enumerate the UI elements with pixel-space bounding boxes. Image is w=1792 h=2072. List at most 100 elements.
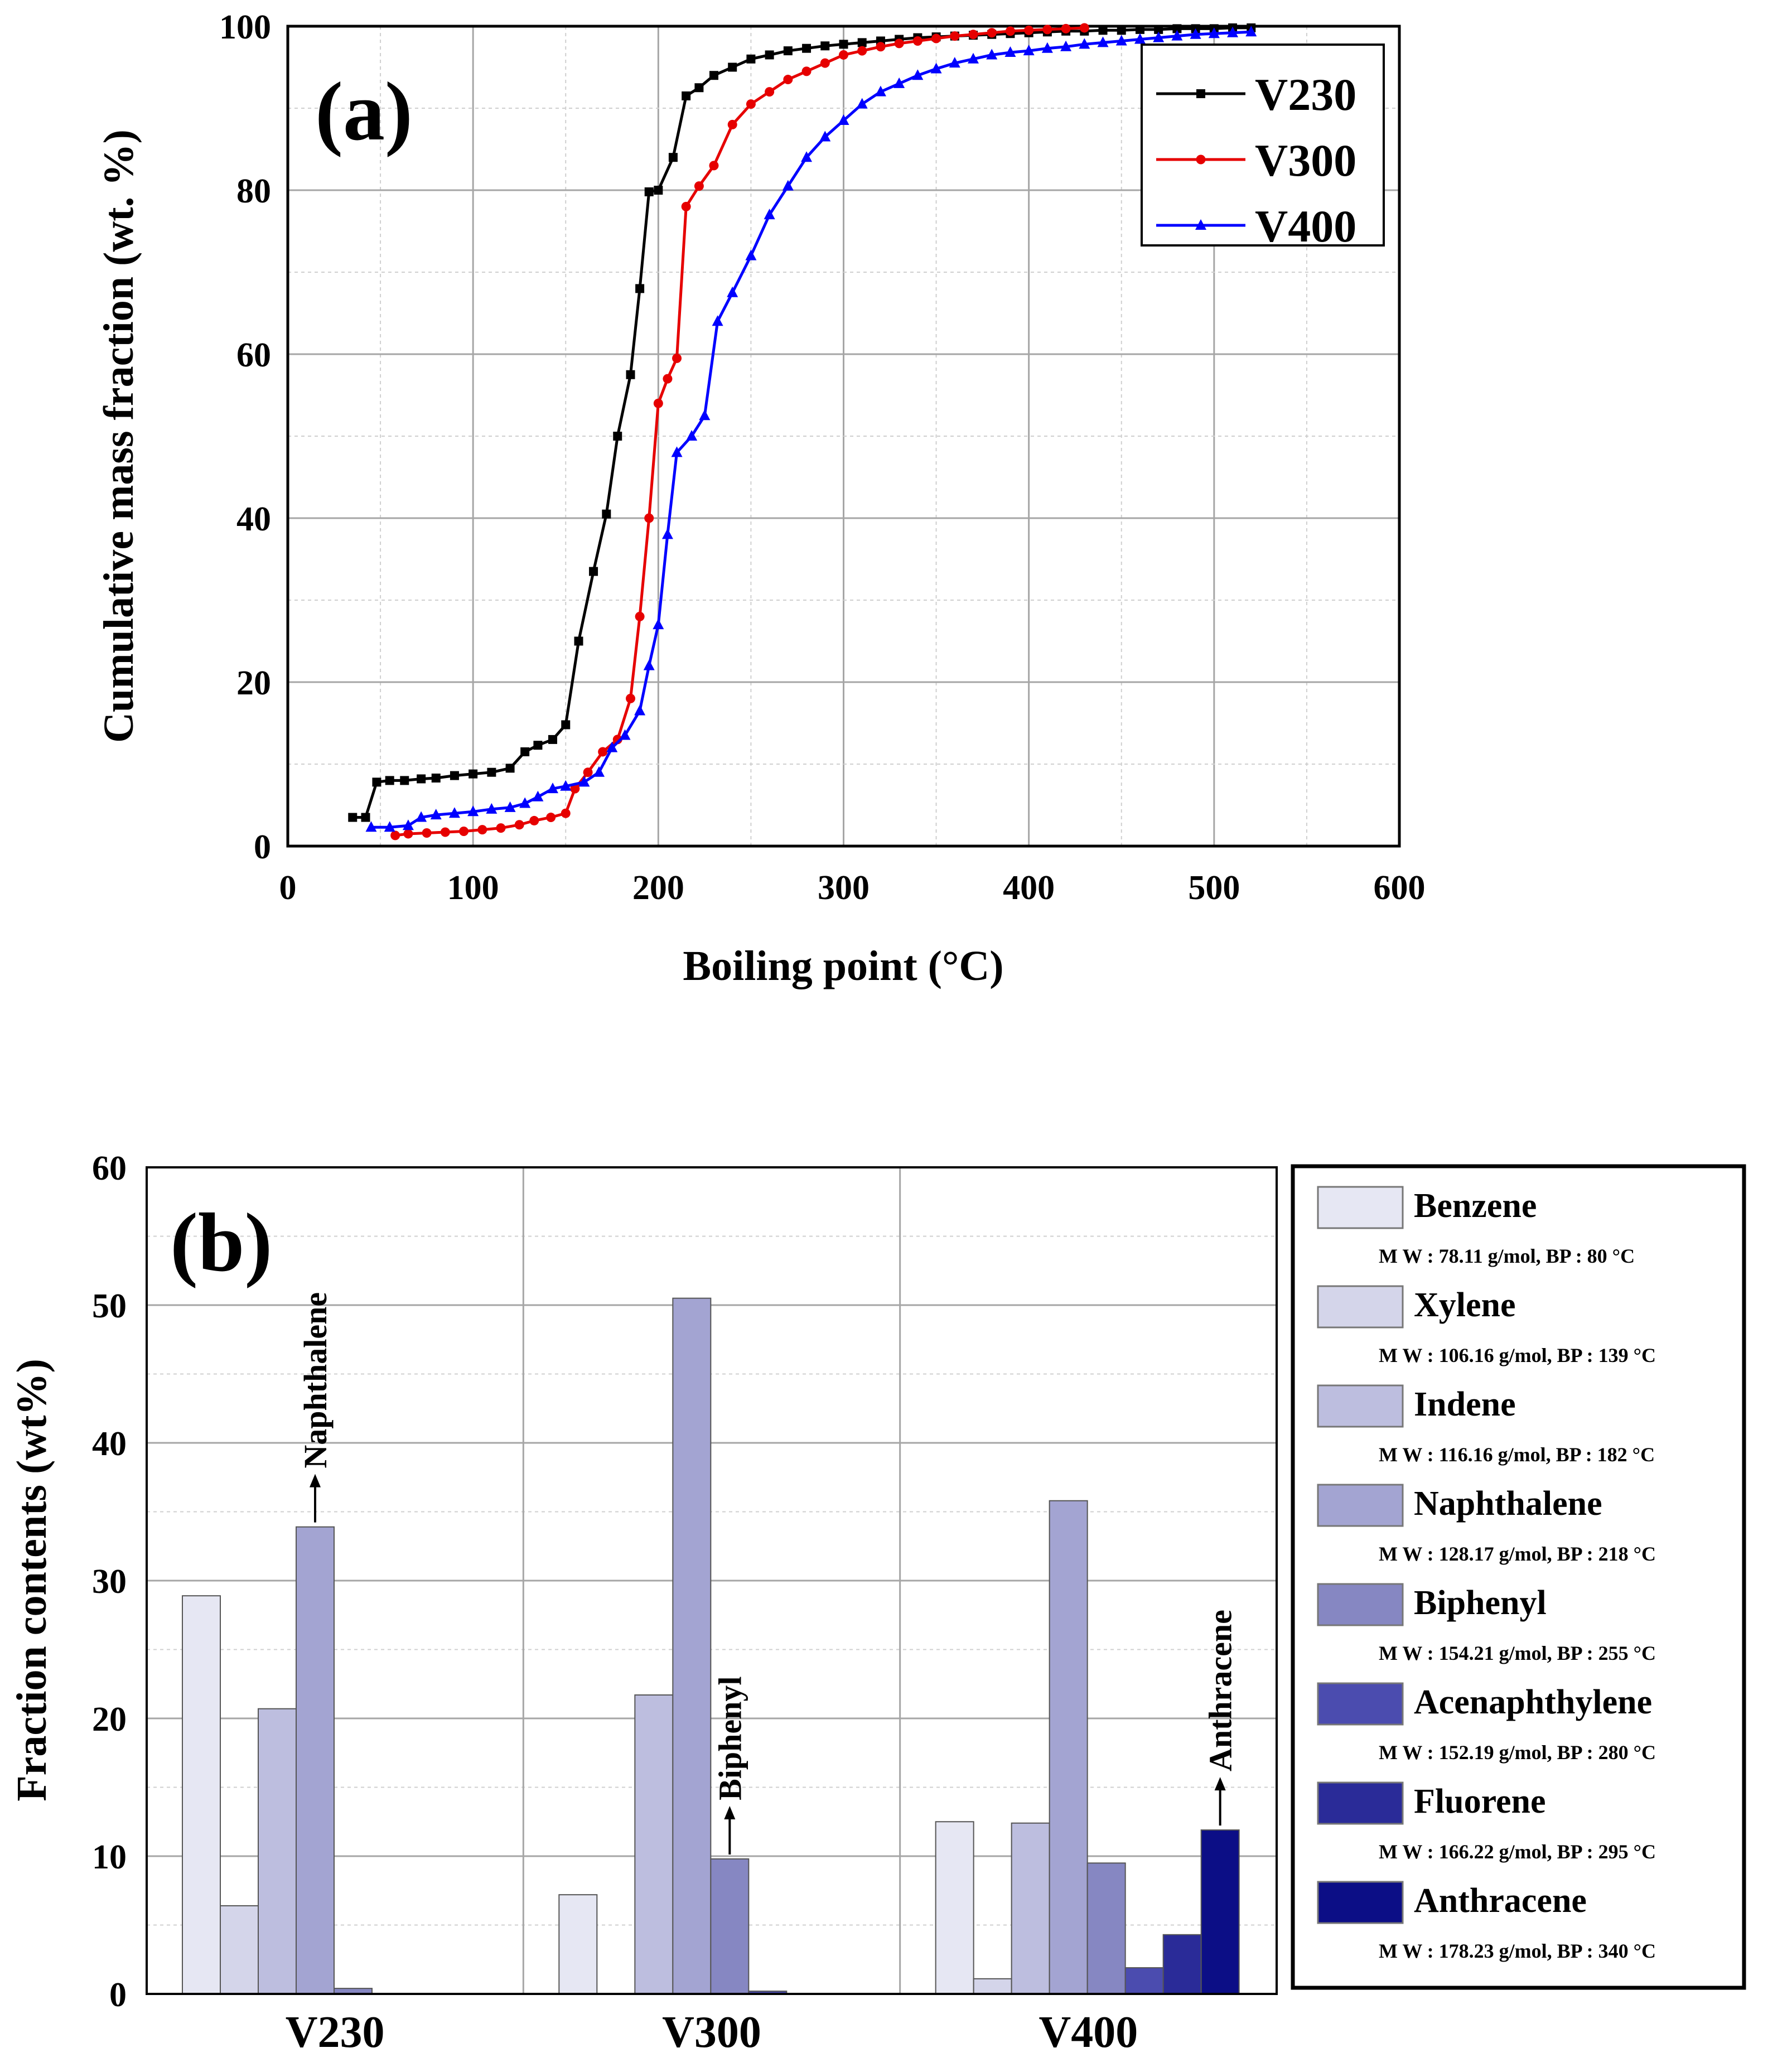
chart-a-legend-box (1141, 44, 1385, 247)
series-v230-point (839, 40, 848, 49)
series-v230-point (654, 186, 663, 195)
series-v230-point (644, 187, 654, 196)
series-v300-point (635, 611, 645, 621)
series-v230-point (765, 50, 774, 60)
legend-v300-marker (1196, 154, 1206, 165)
chart-a-x-tick-label: 500 (1188, 869, 1240, 907)
series-v300-point (950, 31, 960, 41)
series-v400-point (365, 821, 377, 832)
series-v400-point (504, 801, 516, 812)
series-v400-point (532, 790, 544, 801)
series-v400-point (1079, 38, 1090, 49)
series-v230-point (574, 636, 583, 646)
series-v230-point (602, 509, 611, 519)
series-v230-line (352, 26, 1252, 819)
bar-v400-naphthalene (1049, 1500, 1088, 1994)
series-v400-point (968, 52, 979, 64)
series-v230-point (682, 91, 691, 100)
bar-v400-benzene (935, 1821, 974, 1994)
series-v230-point (533, 741, 543, 750)
series-v400-point (1153, 31, 1165, 42)
legend-biphenyl-info: M W : 154.21 g/mol, BP : 255 °C (1379, 1642, 1656, 1664)
legend-v230-marker (1196, 89, 1205, 98)
series-v230-point (589, 567, 598, 576)
series-v300-point (1024, 25, 1034, 35)
legend-anthracene-info: M W : 178.23 g/mol, BP : 340 °C (1379, 1940, 1656, 1962)
series-v400-point (560, 780, 572, 791)
series-v300-point (1042, 25, 1052, 35)
legend-v230-label: V230 (1255, 69, 1356, 120)
series-v300-point (681, 201, 691, 211)
chart-a-x-tick-label: 200 (632, 869, 684, 907)
legend-biphenyl-label: Biphenyl (1414, 1584, 1547, 1622)
series-v400-line (371, 30, 1252, 829)
series-v230-point (417, 774, 426, 784)
chart-b-panel-label: (b) (170, 1196, 272, 1289)
chart-b-y-axis-title: Fraction contents (wt%) (8, 1359, 55, 1801)
legend-naphthalene-info: M W : 128.17 g/mol, BP : 218 °C (1379, 1543, 1656, 1565)
chart-b-y-tick-label: 0 (109, 1976, 127, 2014)
series-v230-point (520, 747, 530, 756)
series-v300-point (694, 181, 704, 191)
legend-acenaphthylene-label: Acenaphthylene (1414, 1683, 1652, 1721)
legend-xylene-label: Xylene (1414, 1286, 1516, 1324)
chart-b-ticks: 0 10 20 30 40 50 60 V230 V300 V400 (92, 1149, 1138, 2057)
chart-a-x-tick-label: 100 (447, 869, 499, 907)
series-v400-point (402, 819, 414, 830)
bar-v400-acenaphthylene (1124, 1967, 1164, 1995)
chart-a-y-axis-title: Cumulative mass fraction (wt. %) (95, 129, 142, 743)
series-v400-point (578, 776, 590, 787)
chart-b-y-tick-label: 30 (92, 1563, 127, 1601)
series-v300-point (987, 28, 997, 38)
series-v230-point (385, 776, 394, 785)
bar-v230-benzene (182, 1595, 221, 1994)
chart-a-y-tick-label: 100 (219, 8, 271, 46)
series-v230-point (709, 71, 718, 80)
series-v300-point (1061, 23, 1071, 33)
chart-b-category-label: V400 (1039, 2008, 1138, 2057)
series-v400-point (486, 803, 497, 814)
series-v230 (348, 23, 1256, 822)
series-v400-point (912, 69, 924, 80)
series-v230-point (561, 720, 571, 730)
bar-v300-biphenyl (710, 1858, 750, 1994)
series-v300-point (931, 33, 941, 44)
bar-v230-naphthalene (296, 1526, 335, 1994)
cumulative-mass-chart: 0 100 200 300 400 500 600 0 20 40 60 80 100 (a) Boil… (95, 8, 1426, 989)
series-v230-point (450, 771, 459, 780)
annotation-arrowhead (310, 1474, 321, 1487)
annotation-anthracene: Anthracene (1202, 1610, 1239, 1771)
series-v400-point (764, 209, 775, 220)
series-v400-point (727, 286, 738, 297)
series-v300-point (626, 693, 636, 703)
series-v230-point (468, 769, 478, 779)
legend-indene-label: Indene (1414, 1385, 1516, 1423)
series-v230-point (626, 370, 635, 379)
series-v230-point (548, 735, 557, 744)
series-v400-point (838, 114, 849, 125)
series-v300-point (1079, 23, 1089, 33)
series-v400-point (634, 704, 646, 716)
series-v400-point (986, 49, 998, 60)
series-v400-point (448, 807, 460, 818)
chart-b-y-tick-label: 10 (92, 1838, 127, 1876)
chart-a-y-tick-label: 20 (236, 664, 271, 702)
chart-a-x-tick-label: 300 (818, 869, 870, 907)
chart-b-legend: Benzene M W : 78.11 g/mol, BP : 80 °C Xyle… (1291, 1164, 1746, 1990)
series-v400-point (819, 131, 831, 142)
series-v400-point (699, 409, 711, 421)
series-v300-point (390, 830, 400, 841)
series-v400-point (1023, 45, 1035, 56)
series-v400-point (1097, 36, 1109, 47)
legend-fluorene-swatch (1317, 1781, 1404, 1825)
series-v300-point (894, 38, 904, 49)
series-v300-point (477, 825, 487, 835)
chart-b-y-tick-label: 20 (92, 1701, 127, 1738)
legend-biphenyl-swatch (1317, 1583, 1404, 1626)
chart-b-grid (147, 1167, 1277, 1994)
series-v300-point (912, 36, 922, 46)
series-v300-point (765, 87, 775, 97)
legend-indene-swatch (1317, 1384, 1404, 1428)
series-v400-point (875, 85, 886, 96)
series-v300-point (422, 828, 432, 838)
